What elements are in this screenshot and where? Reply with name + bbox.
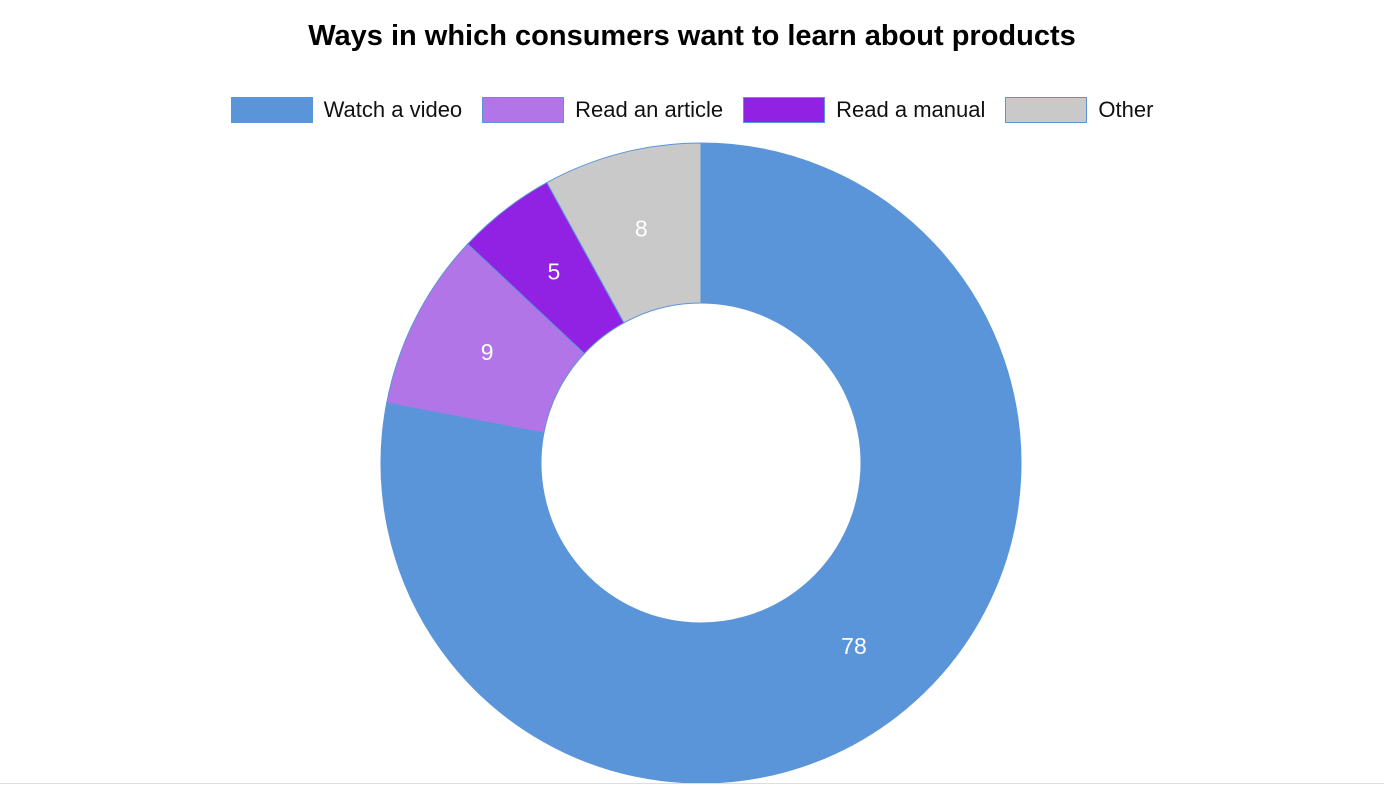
legend-label: Watch a video [323,97,463,122]
legend-label: Read a manual [836,97,986,122]
divider [0,783,1384,784]
data-label: 9 [481,339,494,365]
slice-watch-a-video[interactable] [380,142,1022,784]
legend-item[interactable]: Other [1005,97,1153,123]
legend-item[interactable]: Read an article [482,97,723,123]
legend-item[interactable]: Watch a video [230,97,463,123]
legend-swatch [230,97,313,123]
legend-swatch [1005,97,1088,123]
data-label: 5 [548,258,561,284]
slice-other[interactable] [546,142,702,324]
legend-swatch [743,97,826,123]
data-label: 78 [841,633,867,659]
legend-label: Read an article [575,97,724,122]
legend-label: Other [1098,97,1154,122]
chart-title: Ways in which consumers want to learn ab… [308,20,1076,52]
data-label: 8 [635,216,648,242]
legend: Watch a video Read an article Read a manua… [0,97,1384,123]
legend-item[interactable]: Read a manual [743,97,985,123]
legend-swatch [482,97,565,123]
